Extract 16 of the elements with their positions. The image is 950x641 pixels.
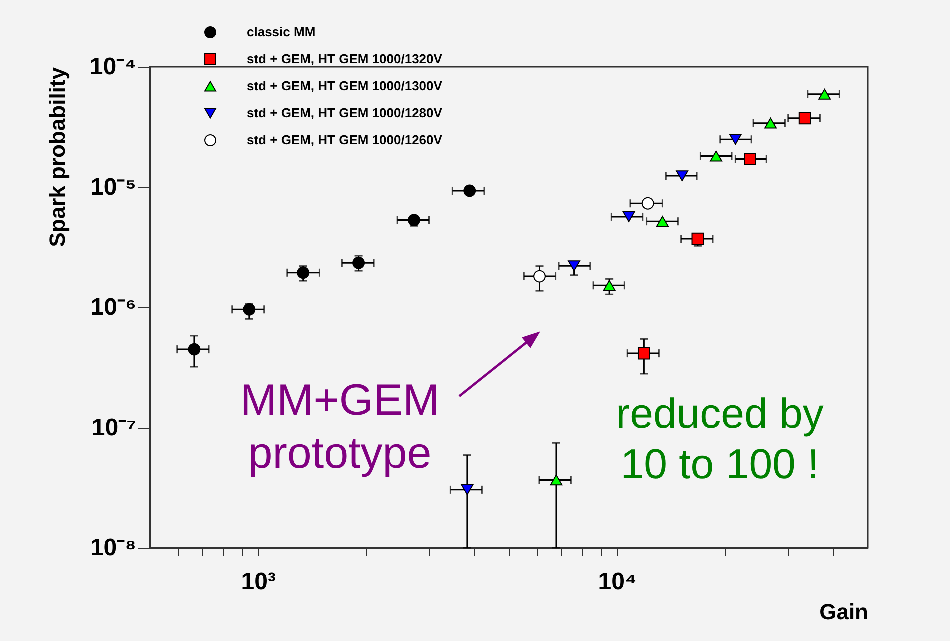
annotation: MM+GEM prototype xyxy=(240,376,440,478)
legend-label: std + GEM, HT GEM 1000/1260V xyxy=(247,132,443,148)
x-tick-label: 10⁴ xyxy=(598,568,637,596)
legend-label: classic MM xyxy=(247,24,316,40)
y-tick-label: 10⁻⁸ xyxy=(90,534,136,562)
x-tick-label: 10³ xyxy=(241,568,276,596)
x-axis-title: Gain xyxy=(820,600,868,624)
legend-label: std + GEM, HT GEM 1000/1280V xyxy=(247,106,443,120)
y-tick-label: 10⁻⁵ xyxy=(90,174,136,201)
legend-label: std + GEM, HT GEM 1000/1320V xyxy=(247,52,443,66)
y-tick-label: 10⁻⁴ xyxy=(90,54,136,80)
annotation: reduced by 10 to 100 ! xyxy=(616,390,824,488)
y-axis-title: Spark probability xyxy=(44,66,70,248)
y-tick-label: 10⁻⁷ xyxy=(92,414,136,442)
y-tick-label: 10⁻⁶ xyxy=(90,294,136,321)
legend-label: std + GEM, HT GEM 1000/1300V xyxy=(247,78,443,94)
